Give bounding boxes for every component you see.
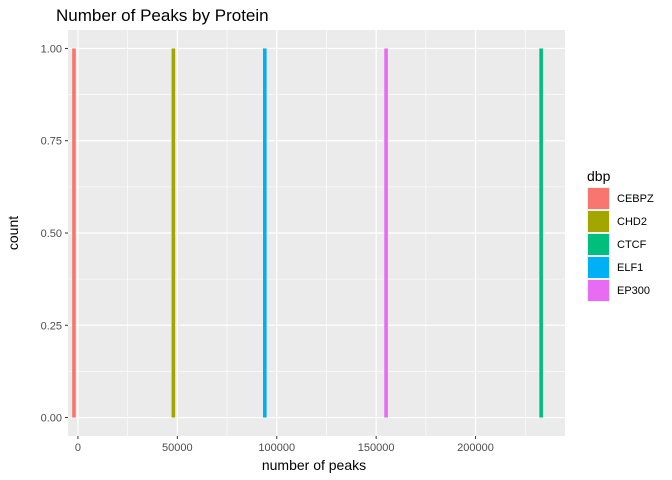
y-axis-title: count	[5, 216, 21, 250]
legend-label-cebpz: CEBPZ	[617, 193, 654, 205]
y-tick-label: 0.00	[41, 413, 62, 425]
bars	[72, 48, 543, 418]
bar-chd2	[171, 48, 176, 418]
legend-swatch-chd2	[588, 211, 609, 232]
legend-label-ep300: EP300	[617, 285, 650, 297]
x-tick-label: 100000	[258, 442, 295, 454]
legend-label-chd2: CHD2	[617, 216, 647, 228]
y-tick-label: 0.50	[41, 228, 62, 240]
legend-label-elf1: ELF1	[617, 262, 643, 274]
x-tick-label: 150000	[358, 442, 395, 454]
y-tick-label: 0.25	[41, 320, 62, 332]
legend-swatch-elf1	[588, 257, 609, 278]
bar-cebpz	[72, 48, 76, 418]
legend-label-ctcf: CTCF	[617, 239, 647, 251]
legend-title: dbp	[587, 168, 611, 184]
x-tick-label: 50000	[162, 442, 193, 454]
y-tick-label: 0.75	[41, 136, 62, 148]
bar-ctcf	[539, 48, 543, 418]
legend-swatch-ctcf	[588, 234, 609, 255]
x-axis: 0 50000 100000 150000 200000	[75, 436, 494, 454]
legend-swatch-cebpz	[588, 188, 609, 209]
y-axis: 0.00 0.25 0.50 0.75 1.00	[41, 43, 68, 425]
legend-swatch-ep300	[588, 280, 609, 301]
y-tick-label: 1.00	[41, 43, 62, 55]
bar-elf1	[263, 48, 267, 418]
chart-title: Number of Peaks by Protein	[56, 6, 269, 25]
x-axis-title: number of peaks	[262, 457, 366, 473]
bar-ep300	[384, 48, 388, 418]
major-gridlines	[68, 30, 565, 436]
legend: dbp CEBPZ CHD2 CTCF ELF1 EP300	[587, 168, 654, 302]
x-tick-label: 200000	[457, 442, 494, 454]
x-tick-label: 0	[75, 442, 81, 454]
